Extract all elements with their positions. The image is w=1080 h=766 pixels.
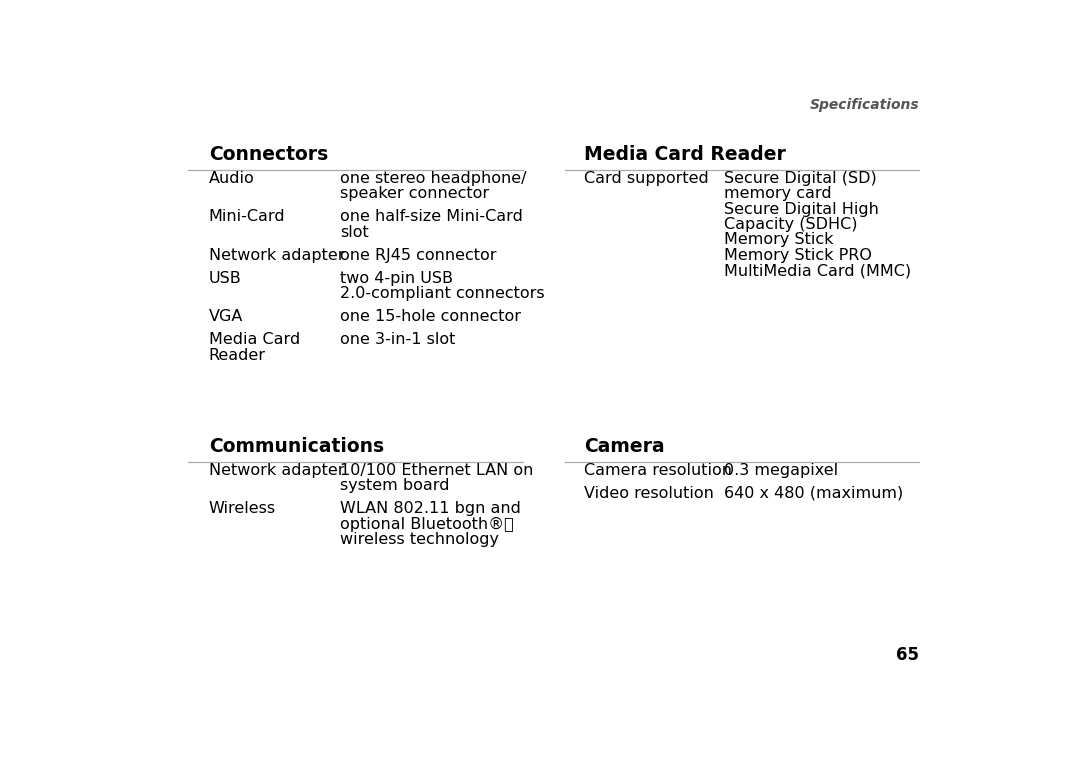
Text: Wireless: Wireless	[208, 501, 275, 516]
Text: 640 x 480 (maximum): 640 x 480 (maximum)	[724, 486, 903, 501]
Text: Memory Stick PRO: Memory Stick PRO	[724, 247, 872, 263]
Text: Reader: Reader	[208, 348, 266, 363]
Text: Media Card Reader: Media Card Reader	[584, 145, 786, 164]
Text: Communications: Communications	[208, 437, 383, 456]
Text: Specifications: Specifications	[810, 98, 919, 112]
Text: one 15-hole connector: one 15-hole connector	[340, 309, 522, 324]
Text: MultiMedia Card (MMC): MultiMedia Card (MMC)	[724, 264, 912, 278]
Text: wireless technology: wireless technology	[340, 532, 499, 547]
Text: one RJ45 connector: one RJ45 connector	[340, 247, 497, 263]
Text: USB: USB	[208, 271, 241, 286]
Text: Camera: Camera	[584, 437, 665, 456]
Text: memory card: memory card	[724, 186, 832, 201]
Text: Media Card: Media Card	[208, 332, 300, 348]
Text: 10/100 Ethernet LAN on: 10/100 Ethernet LAN on	[340, 463, 534, 478]
Text: 0.3 megapixel: 0.3 megapixel	[724, 463, 838, 478]
Text: Connectors: Connectors	[208, 145, 328, 164]
Text: one 3-in-1 slot: one 3-in-1 slot	[340, 332, 456, 348]
Text: slot: slot	[340, 224, 369, 240]
Text: Card supported: Card supported	[584, 171, 710, 186]
Text: optional Bluetooth®ⓣ: optional Bluetooth®ⓣ	[340, 516, 514, 532]
Text: Mini-Card: Mini-Card	[208, 209, 285, 224]
Text: Audio: Audio	[208, 171, 255, 186]
Text: 2.0-compliant connectors: 2.0-compliant connectors	[340, 286, 545, 301]
Text: one stereo headphone/: one stereo headphone/	[340, 171, 527, 186]
Text: two 4-pin USB: two 4-pin USB	[340, 271, 454, 286]
Text: Network adapter: Network adapter	[208, 247, 345, 263]
Text: Network adapter: Network adapter	[208, 463, 345, 478]
Text: system board: system board	[340, 478, 450, 493]
Text: speaker connector: speaker connector	[340, 186, 489, 201]
Text: Memory Stick: Memory Stick	[724, 232, 834, 247]
Text: WLAN 802.11 bgn and: WLAN 802.11 bgn and	[340, 501, 522, 516]
Text: Camera resolution: Camera resolution	[584, 463, 732, 478]
Text: 65: 65	[896, 647, 919, 664]
Text: one half-size Mini-Card: one half-size Mini-Card	[340, 209, 523, 224]
Text: VGA: VGA	[208, 309, 243, 324]
Text: Video resolution: Video resolution	[584, 486, 714, 501]
Text: Secure Digital (SD): Secure Digital (SD)	[724, 171, 877, 186]
Text: Secure Digital High: Secure Digital High	[724, 201, 879, 217]
Text: Capacity (SDHC): Capacity (SDHC)	[724, 217, 858, 232]
